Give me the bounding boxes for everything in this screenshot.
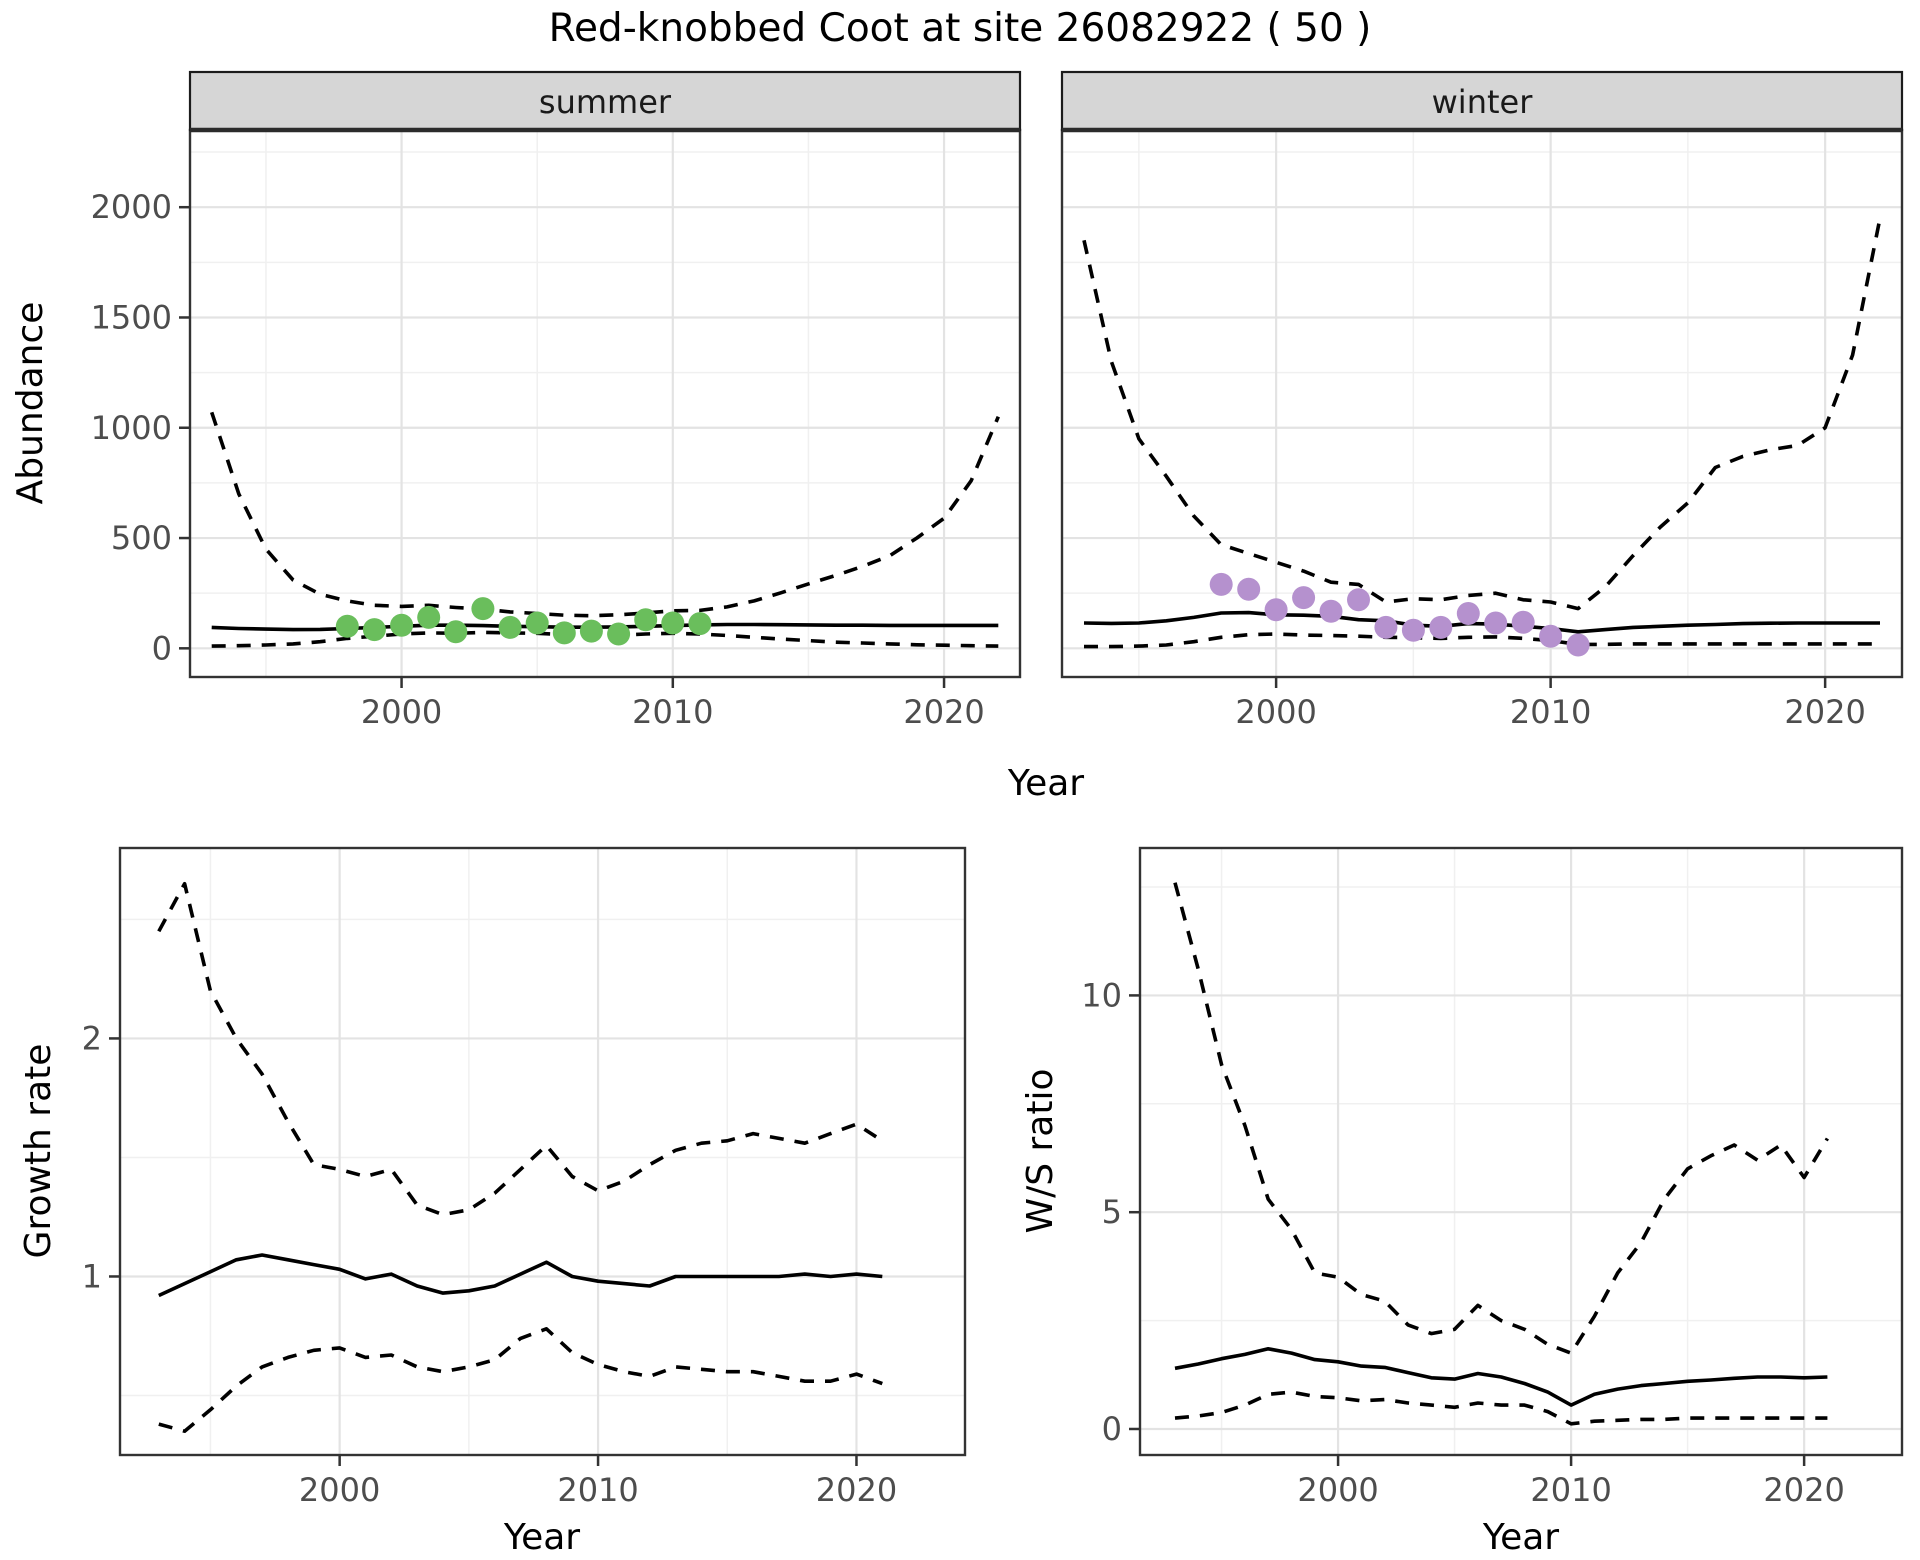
x-tick-label: 2020	[816, 1471, 897, 1509]
x-tick-label: 2010	[557, 1471, 638, 1509]
x-tick-label: 2020	[1784, 693, 1865, 731]
observed_counts-point	[552, 621, 576, 645]
facet-strip-label: summer	[539, 83, 672, 121]
observed_counts-point	[1429, 615, 1453, 639]
y-tick-label: 1500	[91, 298, 172, 336]
y-tick-label: 2000	[91, 188, 172, 226]
x-tick-label: 2010	[1530, 1471, 1611, 1509]
observed_counts-point	[661, 611, 685, 635]
y-tick-label: 500	[111, 519, 172, 557]
observed_counts-point	[335, 614, 359, 638]
x-axis-title: Year	[1482, 1517, 1559, 1558]
observed_counts-point	[362, 618, 386, 642]
panel-border	[1138, 846, 1904, 1457]
panel-background	[1062, 130, 1902, 677]
x-tick-label: 2020	[1763, 1471, 1844, 1509]
observed_counts-point	[498, 615, 522, 639]
observed_counts-point	[390, 613, 414, 637]
facet-strip	[188, 70, 1022, 132]
observed_counts-point	[471, 597, 495, 621]
ws-ratio-chart: 2000 2010 2020 0 5 10 W/S ratio Year	[1020, 846, 1904, 1558]
facet-strip	[1060, 70, 1904, 132]
observed_counts-point	[1292, 586, 1316, 610]
lower_95ci-line	[211, 630, 999, 648]
observed_counts-point	[1511, 610, 1535, 634]
observed_counts-point	[634, 608, 658, 632]
observed_counts-point	[1401, 618, 1425, 642]
observed_counts-point	[525, 611, 549, 635]
y-tick-label: 5	[1102, 1193, 1122, 1231]
observed_counts-point	[1209, 572, 1233, 596]
median-line	[1174, 1346, 1828, 1407]
observed_counts-point	[607, 622, 631, 646]
facet-strip-label: winter	[1432, 83, 1534, 121]
observed_counts-point	[1539, 624, 1563, 648]
plot-title: Red-knobbed Coot at site 26082922 ( 50 )	[548, 6, 1372, 51]
median-line	[1083, 610, 1880, 634]
abundance-faceted-chart: 2000 2010 2020 0 500 1000 1500 2000 summer 2000 20…	[10, 70, 1904, 804]
panel-background	[190, 130, 1020, 677]
upper_95ci-line	[1173, 882, 1829, 1355]
y-tick-label: 10	[1081, 976, 1122, 1014]
x-tick-label: 2000	[299, 1471, 380, 1509]
y-tick-label: 1000	[91, 409, 172, 447]
upper_95ci-line	[157, 881, 884, 1217]
y-tick-label: 0	[1102, 1410, 1122, 1448]
x-axis-title: Year	[503, 1517, 580, 1558]
observed_counts-point	[1566, 633, 1590, 657]
observed_counts-point	[417, 605, 441, 629]
growth-rate-chart: 2000 2010 2020 1 2 Growth rate Year	[18, 846, 967, 1558]
x-tick-label: 2000	[361, 693, 442, 731]
panel-border	[118, 846, 967, 1457]
x-tick-label: 2000	[1297, 1471, 1378, 1509]
observed_counts-point	[1347, 588, 1370, 612]
median-line	[158, 1253, 883, 1298]
observed_counts-point	[1374, 615, 1398, 639]
observed_counts-point	[1484, 611, 1508, 635]
y-axis-title: Growth rate	[18, 1044, 59, 1259]
observed_counts-point	[1237, 577, 1261, 601]
y-tick-label: 0	[152, 629, 172, 667]
upper_95ci-line	[1082, 217, 1882, 611]
observed_counts-point	[579, 619, 603, 643]
x-axis-title: Year	[1007, 763, 1084, 804]
observed_counts-point	[444, 620, 468, 644]
x-tick-label: 2020	[903, 693, 984, 731]
observed_counts-point	[1264, 598, 1288, 622]
y-tick-label: 2	[82, 1019, 102, 1057]
x-tick-label: 2000	[1235, 693, 1316, 731]
observed_counts-point	[1319, 599, 1343, 623]
panel-background	[1140, 848, 1902, 1455]
observed_counts-point	[1456, 602, 1480, 625]
y-axis-title: W/S ratio	[1020, 1068, 1061, 1233]
upper_95ci-line	[209, 411, 1000, 618]
y-axis-title: Abundance	[10, 302, 51, 505]
y-tick-label: 1	[82, 1257, 102, 1295]
x-tick-label: 2010	[632, 693, 713, 731]
x-tick-label: 2010	[1510, 693, 1591, 731]
lower_95ci-line	[1084, 632, 1880, 649]
lower_95ci-line	[1174, 1390, 1828, 1426]
lower_95ci-line	[158, 1326, 883, 1434]
observed_counts-point	[688, 612, 712, 636]
